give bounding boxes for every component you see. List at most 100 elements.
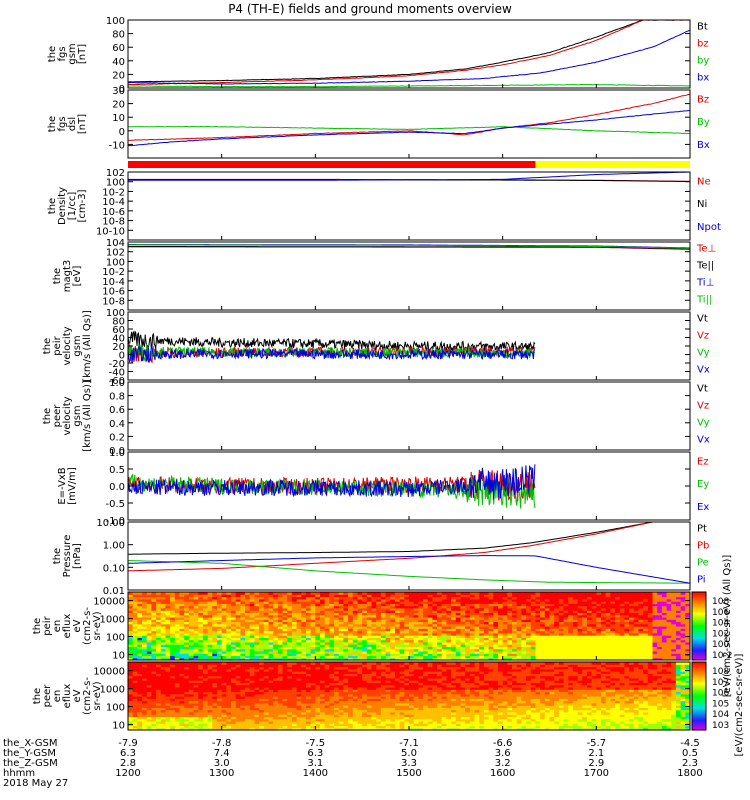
spectrogram-cell: [549, 614, 555, 618]
spectrogram-cell: [240, 725, 246, 729]
spectrogram-cell: [151, 718, 157, 722]
spectrogram-cell: [235, 682, 241, 686]
spectrogram-cell: [315, 607, 321, 611]
spectrogram-cell: [226, 675, 232, 679]
spectrogram-cell: [675, 621, 682, 625]
spectrogram-cell: [202, 671, 209, 674]
spectrogram-cell: [488, 603, 494, 607]
series-line-Vx: [128, 344, 535, 363]
spectrogram-cell: [137, 671, 143, 674]
spectrogram-cell: [216, 725, 223, 729]
spectrogram-cell: [675, 641, 682, 645]
spectrogram-cell: [455, 641, 462, 645]
spectrogram-cell: [437, 653, 443, 657]
spectrogram-cell: [254, 598, 260, 602]
spectrogram-cell: [390, 614, 396, 618]
spectrogram-cell: [315, 635, 321, 638]
spectrogram-cell: [380, 616, 387, 620]
spectrogram-cell: [273, 630, 279, 634]
spectrogram-cell: [212, 626, 218, 629]
spectrogram-cell: [549, 607, 555, 611]
spectrogram-cell: [277, 637, 284, 641]
spectrogram-cell: [629, 614, 635, 618]
spectrogram-cell: [409, 653, 415, 657]
spectrogram-cell: [376, 650, 382, 654]
spectrogram-cell: [474, 614, 480, 618]
spectrogram-cell: [652, 612, 658, 616]
spectrogram-cell: [254, 628, 260, 632]
spectrogram-cell: [512, 598, 518, 602]
spectrogram-cell: [282, 630, 288, 634]
spectrogram-cell: [512, 592, 518, 595]
spectrogram-cell: [427, 657, 434, 660]
spectrogram-cell: [310, 612, 316, 616]
spectrogram-cell: [469, 628, 476, 632]
spectrogram-cell: [263, 646, 270, 650]
spectrogram-cell: [568, 592, 574, 595]
spectrogram-cell: [305, 632, 312, 636]
spectrogram-cell: [216, 689, 223, 693]
spectrogram-cell: [146, 646, 153, 650]
spectrogram-cell: [291, 610, 298, 613]
spectrogram-cell: [624, 607, 630, 611]
spectrogram-cell: [596, 594, 602, 598]
spectrogram-cell: [526, 614, 532, 618]
spectrogram-cell: [661, 644, 668, 647]
spectrogram-cell: [558, 637, 565, 641]
spectrogram-cell: [451, 641, 457, 645]
spectrogram-cell: [357, 650, 363, 654]
spectrogram-cell: [179, 696, 185, 699]
spectrogram-cell: [254, 648, 260, 652]
spectrogram-cell: [629, 612, 635, 616]
spectrogram-cell: [633, 637, 640, 641]
spectrogram-cell: [455, 605, 462, 609]
spectrogram-cell: [334, 616, 340, 620]
spectrogram-cell: [437, 605, 443, 609]
spectrogram-cell: [179, 668, 185, 672]
spectrogram-cell: [212, 691, 218, 695]
spectrogram-cell: [376, 648, 382, 652]
spectrogram-cell: [680, 605, 686, 609]
spectrogram-cell: [432, 628, 438, 632]
spectrogram-cell: [549, 596, 555, 600]
spectrogram-cell: [174, 696, 181, 699]
spectrogram-cell: [390, 621, 396, 625]
spectrogram-cell: [273, 686, 279, 690]
spectrogram-cell: [245, 716, 251, 720]
spectrogram-cell: [404, 655, 410, 659]
spectrogram-cell: [231, 727, 237, 730]
spectrogram-cell: [291, 619, 298, 623]
spectrogram-cell: [512, 612, 518, 616]
spectrogram-cell: [231, 592, 237, 595]
spectrogram-cell: [427, 607, 434, 611]
spectrogram-cell: [249, 596, 256, 600]
spectrogram-cell: [231, 614, 237, 618]
spectrogram-cell: [277, 610, 284, 613]
spectrogram-cell: [366, 632, 373, 636]
spectrogram-cell: [198, 668, 204, 672]
spectrogram-cell: [540, 657, 546, 660]
spectrogram-cell: [324, 626, 330, 629]
spectrogram-cell: [184, 693, 190, 697]
spectrogram-cell: [245, 619, 251, 623]
spectrogram-cell: [254, 630, 260, 634]
spectrogram-cell: [568, 632, 574, 636]
spectrogram-cell: [549, 626, 555, 629]
spectrogram-cell: [502, 621, 508, 625]
spectrogram-cell: [661, 626, 668, 629]
spectrogram-cell: [202, 616, 209, 620]
spectrogram-cell: [432, 650, 438, 654]
spectrogram-cell: [202, 650, 209, 654]
spectrogram-cell: [666, 605, 672, 609]
spectrogram-cell: [263, 689, 270, 693]
spectrogram-cell: [165, 594, 171, 598]
spectrogram-cell: [675, 601, 682, 604]
spectrogram-cell: [619, 639, 626, 643]
spectrogram-cell: [137, 723, 143, 727]
spectrogram-cell: [282, 698, 288, 702]
spectrogram-cell: [451, 657, 457, 660]
spectrogram-cell: [165, 711, 171, 715]
spectrogram-cell: [160, 668, 167, 672]
spectrogram-cell: [455, 621, 462, 625]
spectrogram-cell: [516, 648, 522, 652]
